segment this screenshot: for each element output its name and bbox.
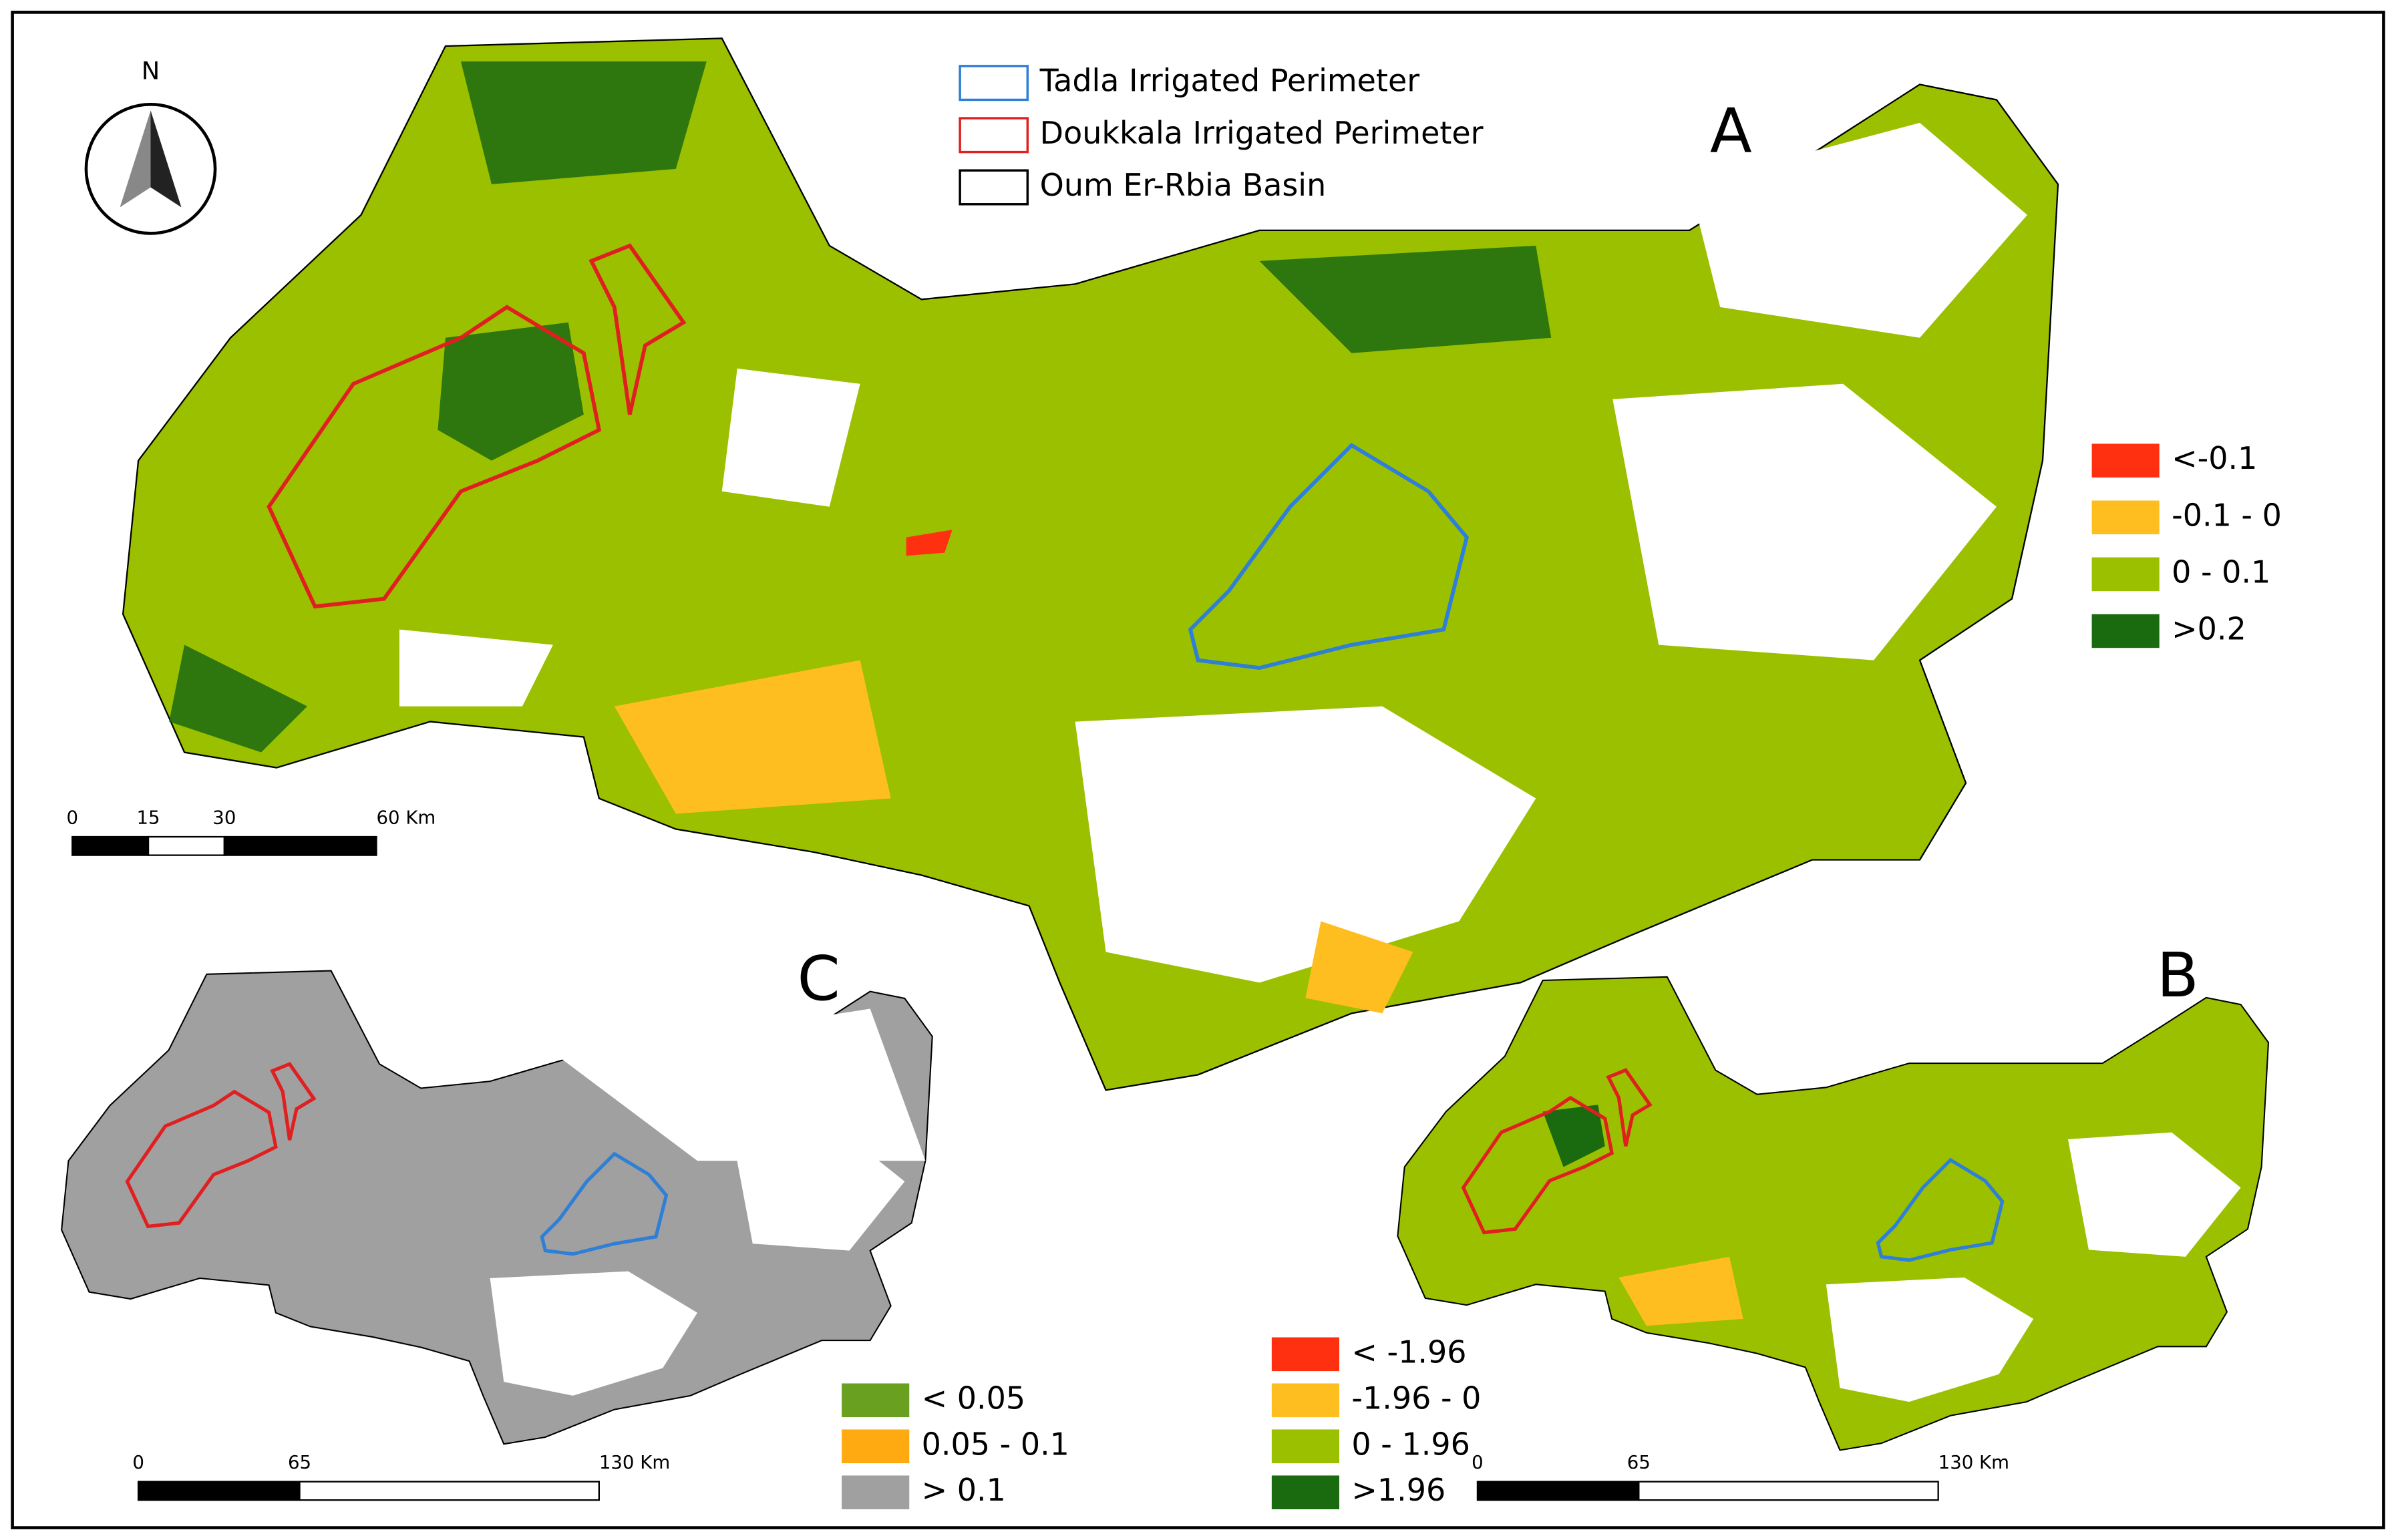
class-swatch: [842, 1383, 910, 1418]
legend-swatch: [959, 117, 1029, 154]
class-swatch: [1271, 1475, 1340, 1510]
class-swatch: [1271, 1383, 1340, 1418]
class-label: 0 - 1.96: [1351, 1426, 1470, 1462]
scale-label: 0: [66, 806, 78, 828]
panel-letter: B: [2157, 940, 2199, 1011]
legend-swatch: [959, 169, 1029, 206]
scale-segment: [299, 1481, 600, 1501]
map-a: [122, 37, 2059, 1091]
class-label: >1.96: [1351, 1472, 1445, 1508]
scale-segment: [147, 835, 226, 856]
legend-label: Doukkala Irrigated Perimeter: [1040, 115, 1484, 151]
legend-label: Tadla Irrigated Perimeter: [1039, 63, 1420, 99]
class-label: < -1.96: [1351, 1334, 1466, 1370]
scale-label: 0: [132, 1451, 144, 1473]
class-label: >0.2: [2172, 610, 2246, 646]
class-swatch: [2091, 500, 2160, 535]
scale-segment: [137, 1481, 301, 1501]
legend-swatch: [959, 65, 1029, 102]
class-label: 0.05 - 0.1: [922, 1426, 1069, 1462]
class-label: > 0.1: [922, 1472, 1006, 1508]
class-swatch: [2091, 614, 2160, 648]
class-label: 0 - 0.1: [2172, 554, 2270, 590]
class-swatch: [2091, 443, 2160, 478]
panel-letter: C: [798, 943, 840, 1014]
class-swatch: [1271, 1337, 1340, 1372]
scale-label: 15: [137, 806, 160, 828]
scale-label: 130 Km: [599, 1451, 670, 1473]
scale-segment: [1638, 1481, 1939, 1501]
panel-letter: A: [1710, 95, 1752, 167]
north-label: N: [142, 57, 160, 85]
scale-label: 60 Km: [376, 806, 436, 828]
legend-label: Oum Er-Rbia Basin: [1040, 167, 1327, 203]
scale-label: 0: [1472, 1451, 1484, 1473]
class-swatch: [842, 1475, 910, 1510]
map-c: [61, 970, 933, 1445]
class-swatch: [2091, 557, 2160, 592]
class-label: -0.1 - 0: [2172, 497, 2282, 533]
north-arrow: N: [84, 57, 217, 235]
scale-label: 65: [1627, 1451, 1651, 1473]
scale-segment: [1476, 1481, 1640, 1501]
scale-label: 130 Km: [1938, 1451, 2009, 1473]
scale-segment: [71, 835, 150, 856]
map-b: [1397, 976, 2270, 1451]
scale-label: 30: [212, 806, 236, 828]
scale-label: 65: [288, 1451, 311, 1473]
class-label: < 0.05: [922, 1380, 1025, 1416]
class-swatch: [1271, 1429, 1340, 1464]
class-label: <-0.1: [2172, 440, 2257, 476]
class-label: -1.96 - 0: [1351, 1380, 1481, 1416]
class-swatch: [842, 1429, 910, 1464]
scale-segment: [223, 835, 377, 856]
